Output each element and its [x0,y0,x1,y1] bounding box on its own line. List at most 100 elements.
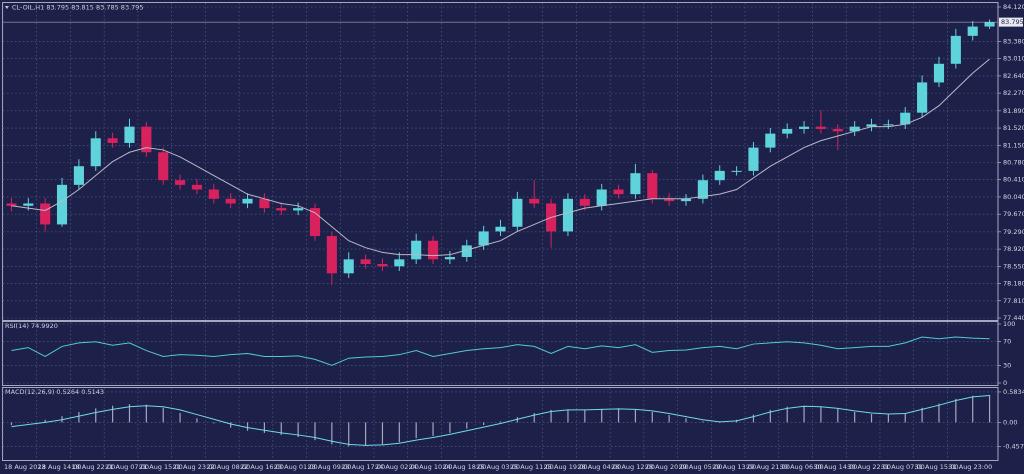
macd-histogram-bar [466,422,468,429]
macd-histogram-bar [112,405,114,423]
macd-histogram-bar [348,422,350,447]
macd-histogram-bar [398,422,400,443]
y-tick-label: -0.4573 [1003,442,1024,450]
candle-body [360,259,371,264]
macd-histogram-bar [550,409,552,423]
y-tick-label: 0.5834 [1003,388,1024,396]
candle-body [529,198,540,204]
macd-histogram-bar [196,418,198,423]
y-tick-label: 0 [1003,379,1007,387]
macd-histogram-bar [432,422,434,436]
y-tick-label: 0.00 [1003,418,1017,426]
x-tick-label: 29 Aug 05:00 [679,463,723,471]
macd-histogram-bar [955,398,957,423]
macd-histogram-bar [972,395,974,423]
candle-body [394,259,405,267]
macd-histogram-bar [634,409,637,423]
candle-body [309,208,321,237]
candle-body [411,240,422,260]
x-tick-label: 31 Aug 07:00 [881,463,925,471]
y-tick-label: 82.270 [1003,89,1024,97]
candle-body [427,240,439,260]
candle-body [815,126,826,129]
y-tick-label: 81.150 [1003,141,1024,149]
x-tick-label: 18 Aug 14:00 [38,463,82,471]
candle-body [984,22,995,27]
macd-histogram-bar [702,421,704,423]
x-tick-label: 22 Aug 16:00 [240,463,284,471]
candle-body [782,128,793,134]
macd-histogram-bar [870,414,873,423]
candle-body [680,198,692,202]
macd-histogram-bar [921,407,923,423]
macd-histogram-bar [230,422,232,428]
price-label-box [999,17,1023,27]
macd-histogram-bar [988,394,991,423]
x-tick-label: 24 Aug 10:00 [409,463,453,471]
y-tick-label: 83.380 [1003,37,1024,45]
macd-histogram-bar [685,418,687,423]
macd-histogram-bar [128,404,131,423]
candle-body [967,26,978,36]
macd-histogram-bar [651,411,653,423]
candle-body [613,189,624,195]
candle-body [293,208,304,211]
macd-histogram-bar [364,422,367,446]
macd-histogram-bar [567,409,569,423]
candle-body [158,152,169,181]
candle-body [714,170,725,181]
moving-average-line [11,58,990,257]
macd-histogram-bar [61,416,63,423]
x-tick-label: 21 Aug 15:00 [139,463,183,471]
x-tick-label: 28 Aug 12:00 [611,463,655,471]
candle-body [630,173,641,195]
y-tick-label: 81.520 [1003,124,1024,132]
candle-body [141,126,152,153]
macd-histogram-bar [719,422,721,423]
macd-histogram-bar [213,422,215,424]
candle-body [90,138,101,167]
x-tick-label: 25 Aug 03:00 [476,463,520,471]
macd-histogram-bar [314,422,316,441]
macd-histogram-bar [769,409,771,423]
candle-body [6,203,17,206]
x-tick-label: 30 Aug 22:00 [847,463,891,471]
candle-body [259,198,270,209]
y-tick-label: 78.550 [1003,262,1024,270]
candle-body [832,128,843,132]
x-tick-label: 22 Aug 08:00 [206,463,250,471]
macd-histogram-bar [27,422,29,423]
y-tick-label: 100 [1003,320,1015,328]
macd-histogram-bar [820,406,822,423]
macd-histogram-bar [78,411,80,423]
candle-body [950,35,961,64]
x-tick-label: 25 Aug 19:00 [544,463,588,471]
y-tick-label: 77.810 [1003,297,1024,305]
candle-body [933,63,945,83]
macd-histogram-bar [483,422,485,426]
x-tick-label: 24 Aug 18:00 [442,463,486,471]
rsi-panel-frame [2,321,999,386]
candle-body [208,189,219,199]
y-tick-label: 79.670 [1003,210,1024,218]
candle-body [596,189,607,206]
candle-body [40,203,51,225]
main-panel-frame [2,2,999,321]
x-tick-label: 21 Aug 07:00 [105,463,149,471]
candle-body [343,259,354,274]
candle-body [579,198,590,206]
macd-histogram-bar [752,414,755,423]
y-tick-label: 84.120 [1003,3,1024,11]
x-tick-label: 18 Aug 2023 [4,463,46,471]
candle-body [276,208,287,211]
y-tick-label: 81.890 [1003,107,1024,115]
candle-body [512,198,523,227]
x-tick-label: 30 Aug 14:00 [813,463,857,471]
candle-body [326,236,337,274]
candle-body [866,124,877,127]
y-tick-label: 70 [1003,338,1011,346]
macd-histogram-bar [668,415,670,423]
macd-histogram-bar [617,408,620,423]
candle-body [697,180,708,199]
macd-histogram-bar [162,407,164,423]
